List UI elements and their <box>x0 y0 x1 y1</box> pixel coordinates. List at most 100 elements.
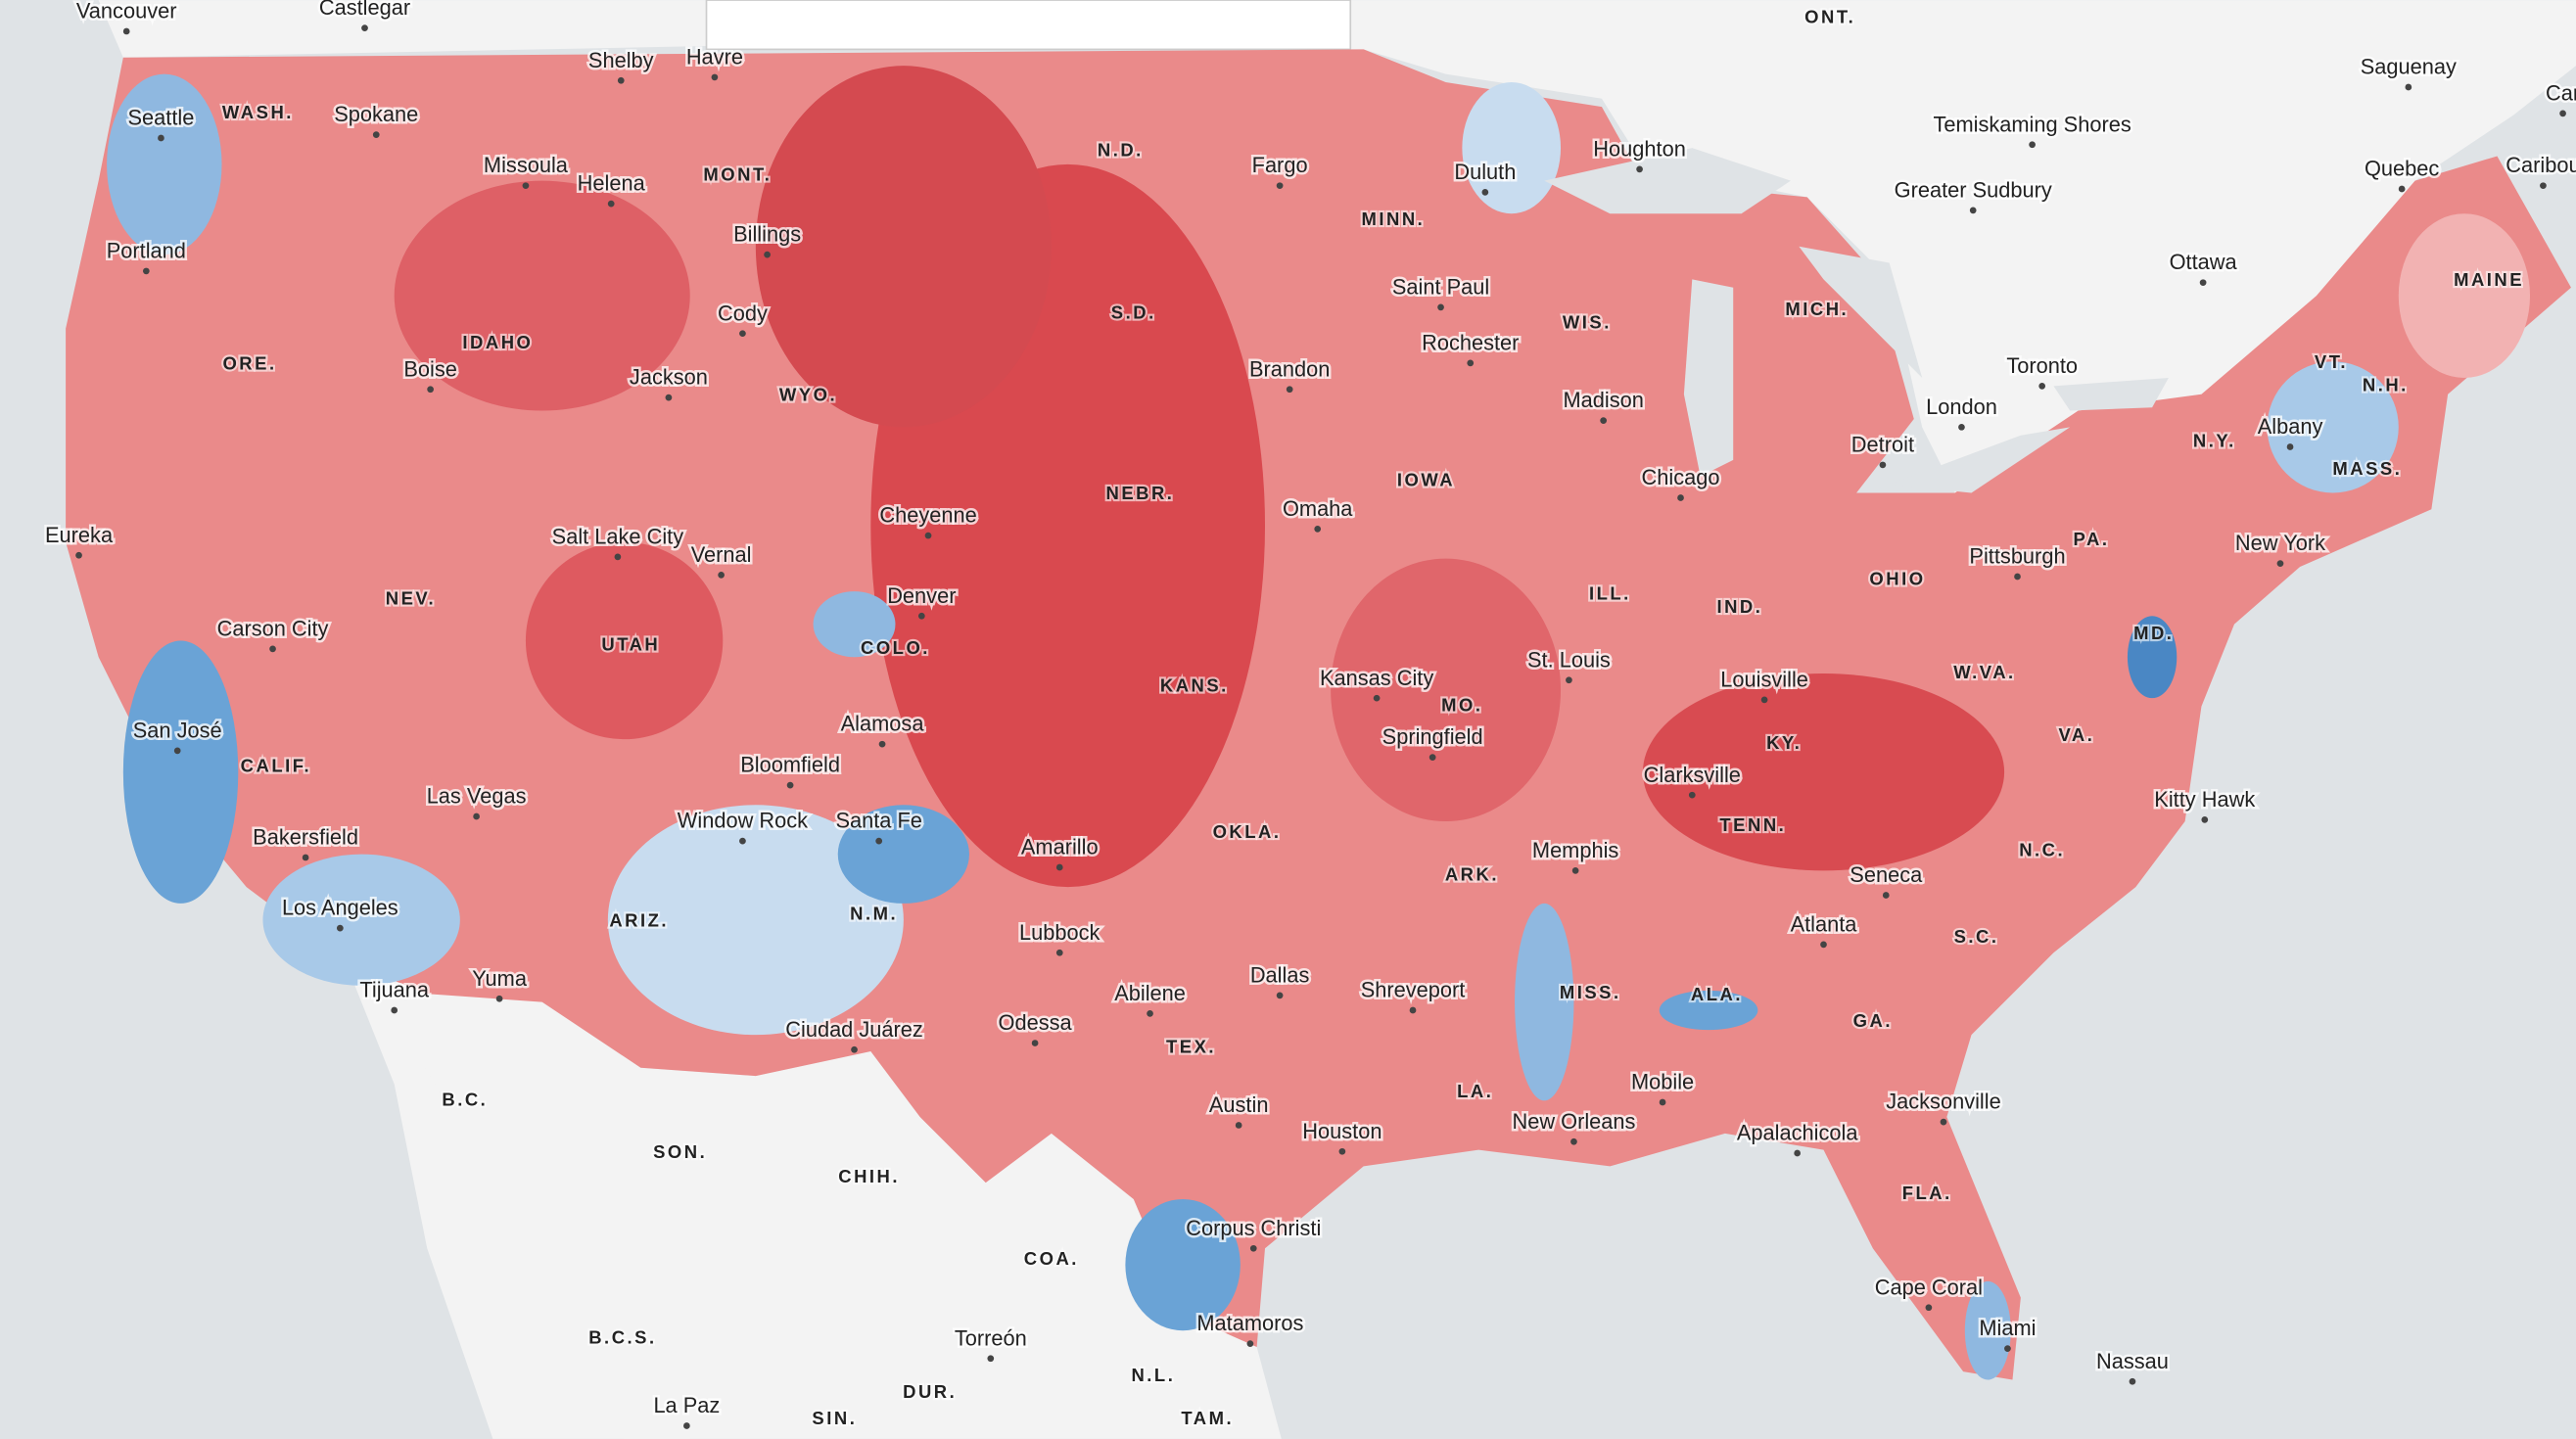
city-label: Yuma <box>472 966 528 991</box>
appalachia-red <box>1642 673 2005 871</box>
delta-blue <box>1515 903 1574 1101</box>
city-dot <box>269 645 276 653</box>
city-dot <box>1147 1009 1153 1017</box>
region-label: MASS. <box>2332 458 2402 479</box>
city-dot <box>1409 1006 1417 1014</box>
city-dot <box>764 251 771 258</box>
dc-blue <box>2127 616 2178 699</box>
city-label: Chicago <box>1642 465 1720 489</box>
city-label: Houston <box>1302 1119 1382 1143</box>
city-label: Torreón <box>955 1325 1027 1350</box>
region-label: KANS. <box>1160 674 1229 695</box>
city-dot <box>1276 182 1284 190</box>
northeast-blue <box>2267 361 2399 493</box>
city-dot <box>1794 1149 1802 1157</box>
region-label: N.C. <box>2019 839 2065 859</box>
region-label: W.VA. <box>1953 662 2015 682</box>
city-label: San José <box>133 718 222 742</box>
canada-land <box>0 0 2576 493</box>
us-counties <box>66 49 2571 1380</box>
city-dot <box>1570 1137 1577 1145</box>
city-dot <box>1481 189 1489 196</box>
city-label: Los Angeles <box>282 896 398 920</box>
city-label: La Paz <box>653 1393 720 1417</box>
region-label: IND. <box>1716 596 1762 617</box>
city-label: Atlanta <box>1791 911 1858 936</box>
city-dot <box>1338 1147 1346 1155</box>
city-label: Fargo <box>1252 153 1308 177</box>
region-label: B.C. <box>442 1089 488 1109</box>
region-label: TENN. <box>1719 814 1786 835</box>
region-label: TEX. <box>1166 1037 1216 1057</box>
denver-blue <box>813 591 896 658</box>
region-label: NEBR. <box>1106 483 1175 503</box>
city-label: Car <box>2546 80 2576 105</box>
city-dot <box>665 394 673 401</box>
city-label: Boise <box>403 356 457 381</box>
city-dot <box>1677 494 1684 501</box>
city-label: Houghton <box>1593 136 1686 161</box>
city-dot <box>2129 1377 2136 1385</box>
region-label: MAINE <box>2454 269 2524 290</box>
region-label: ONT. <box>1804 7 1855 27</box>
region-label: N.Y. <box>2193 430 2236 450</box>
city-label: Helena <box>578 171 646 196</box>
city-dot <box>1636 165 1643 173</box>
city-label: Austin <box>1209 1092 1269 1117</box>
city-dot <box>878 740 886 748</box>
city-dot <box>1820 941 1827 949</box>
region-label: ILL. <box>1589 583 1631 604</box>
city-label: Las Vegas <box>427 784 527 809</box>
city-label: Vancouver <box>76 0 177 23</box>
city-dot <box>1429 754 1436 761</box>
city-dot <box>924 532 932 539</box>
city-label: Clarksville <box>1644 763 1741 787</box>
region-label: S.D. <box>1111 302 1156 323</box>
plains-red <box>755 66 1052 428</box>
city-dot <box>1235 1122 1242 1129</box>
city-dot <box>173 747 181 755</box>
city-dot <box>495 995 503 1002</box>
city-dot <box>1031 1040 1039 1046</box>
region-label: ORE. <box>222 353 276 374</box>
region-label: N.M. <box>850 904 898 924</box>
city-dot <box>158 134 164 142</box>
city-dot <box>1373 694 1381 702</box>
city-label: Nassau <box>2096 1349 2169 1373</box>
city-label: Havre <box>686 45 743 70</box>
city-dot <box>122 27 130 35</box>
city-label: Spokane <box>334 102 418 126</box>
region-label: B.C.S. <box>588 1327 656 1348</box>
city-label: Caribou <box>2506 153 2576 177</box>
city-dot <box>2038 383 2046 390</box>
city-label: Jackson <box>630 365 708 390</box>
city-dot <box>1249 1244 1257 1252</box>
region-label: LA. <box>1457 1081 1493 1101</box>
city-label: Madison <box>1563 388 1643 412</box>
city-dot <box>473 812 480 820</box>
city-dot <box>607 200 615 208</box>
city-dot <box>683 1422 690 1429</box>
southwest-blue <box>607 805 904 1036</box>
city-dot <box>2029 141 2036 149</box>
city-dot <box>2276 560 2284 567</box>
black-belt-blue <box>1659 990 1758 1031</box>
region-label: OHIO <box>1869 568 1925 588</box>
city-label: Rochester <box>1422 330 1519 354</box>
overlay-panel <box>705 0 1352 51</box>
city-label: Cody <box>718 301 768 325</box>
city-dot <box>1314 526 1322 533</box>
city-label: Salt Lake City <box>552 524 684 548</box>
city-dot <box>851 1045 858 1053</box>
city-dot <box>1659 1098 1666 1106</box>
calif-blue <box>122 640 239 904</box>
city-label: New Orleans <box>1512 1109 1635 1134</box>
region-label: FLA. <box>1902 1183 1952 1203</box>
region-label: N.D. <box>1098 139 1144 160</box>
city-dot <box>1055 949 1063 956</box>
city-label: Greater Sudbury <box>1895 177 2052 202</box>
city-dot <box>1276 992 1284 999</box>
city-label: Seneca <box>1850 862 1923 887</box>
city-label: Temiskaming Shores <box>1933 112 2131 136</box>
city-label: Apalachicola <box>1737 1121 1858 1145</box>
